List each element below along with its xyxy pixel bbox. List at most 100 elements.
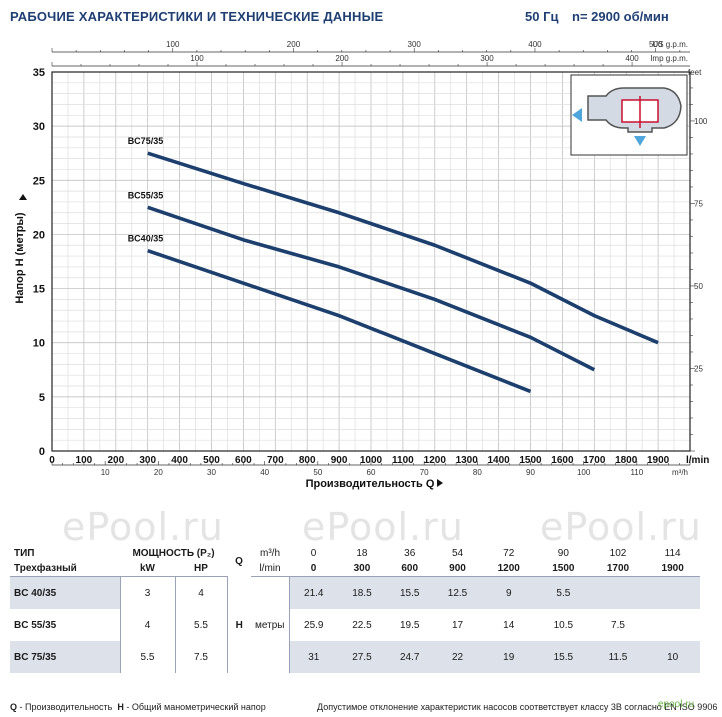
spec-table: ТИП МОЩНОСТЬ (P₂) Q m³/h 0 18 36 54 72 9… bbox=[10, 546, 700, 673]
x-tick-label: 1900 bbox=[647, 455, 670, 466]
h-cell bbox=[645, 609, 700, 641]
x-axis-title: Производительность Q bbox=[306, 478, 435, 490]
usgpm-tick-label: 400 bbox=[528, 40, 542, 49]
h-cell bbox=[645, 576, 700, 609]
h-cell: 21.4 bbox=[288, 576, 339, 609]
x-tick-label: 200 bbox=[107, 455, 124, 466]
table-row: BC 40/35 3 4 21.4 18.5 15.5 12.5 9 5.5 bbox=[10, 576, 700, 610]
h-cell: 7.5 bbox=[611, 619, 625, 631]
row-hp: 5.5 bbox=[174, 609, 227, 641]
y-tick-label: 5 bbox=[39, 392, 45, 404]
footer-legend: Q - Производительность H - Общий маномет… bbox=[10, 702, 266, 712]
row-type: BC 40/35 bbox=[10, 576, 120, 609]
m3h-tick-label: 50 bbox=[313, 468, 322, 477]
row-type: BC 55/35 bbox=[14, 619, 57, 631]
m3h-cell: 0 bbox=[310, 548, 317, 559]
h-cell: 22.5 bbox=[352, 619, 372, 631]
speed-label: n= 2900 об/мин bbox=[572, 9, 669, 24]
usgpm-unit-label: US g.p.m. bbox=[652, 40, 688, 49]
m3h-tick-label: 100 bbox=[577, 468, 591, 477]
m3h-tick-label: 70 bbox=[420, 468, 429, 477]
lmin-label: l/min bbox=[251, 561, 289, 577]
m3h-tick-label: 60 bbox=[367, 468, 376, 477]
h-cell: 22 bbox=[433, 641, 482, 673]
lmin-cell: 900 bbox=[433, 561, 482, 577]
footer-q-key: Q bbox=[10, 702, 18, 712]
row-type: BC 75/35 bbox=[10, 641, 120, 673]
row-kw: 5.5 bbox=[119, 641, 175, 673]
footer-q-text: - Производительность bbox=[17, 702, 113, 712]
head-power: МОЩНОСТЬ (P₂) bbox=[132, 548, 215, 559]
usgpm-tick-label: 100 bbox=[166, 40, 180, 49]
h-cell: 14 bbox=[503, 619, 515, 631]
feet-unit-label: feet bbox=[688, 68, 702, 77]
y-axis-arrow bbox=[19, 194, 27, 200]
impgpm-unit-label: Imp g.p.m. bbox=[650, 54, 688, 63]
x-tick-label: 900 bbox=[331, 455, 348, 466]
y-axis-title: Напор H (метры) bbox=[14, 212, 26, 303]
h-cell: 10.5 bbox=[553, 619, 574, 631]
h-label: H bbox=[226, 609, 251, 641]
m3h-tick-label: 40 bbox=[260, 468, 269, 477]
footer-tolerance: Допустимое отклонение характеристик насо… bbox=[317, 702, 718, 712]
x-tick-label: 300 bbox=[139, 455, 156, 466]
usgpm-tick-label: 300 bbox=[408, 40, 422, 49]
x-tick-label: 1500 bbox=[519, 455, 542, 466]
head-type: ТИП bbox=[14, 548, 35, 559]
row-hp: 4 bbox=[174, 576, 227, 609]
feet-tick-label: 50 bbox=[694, 282, 703, 291]
plot-frame bbox=[51, 71, 691, 452]
lmin-cell: 600 bbox=[385, 561, 434, 577]
y-tick-label: 15 bbox=[33, 284, 45, 296]
x-tick-label: 1000 bbox=[360, 455, 383, 466]
table-header-row: ТИП МОЩНОСТЬ (P₂) Q m³/h 0 18 36 54 72 9… bbox=[10, 546, 700, 567]
m3h-cell: 72 bbox=[503, 548, 515, 559]
m3h-tick-label: 20 bbox=[154, 468, 163, 477]
m3h-tick-label: 110 bbox=[630, 468, 643, 477]
table-row: BC 75/35 5.5 7.5 31 27.5 24.7 22 19 15.5… bbox=[10, 641, 700, 673]
m3h-cell: 18 bbox=[356, 548, 368, 559]
x-tick-label: 1300 bbox=[456, 455, 479, 466]
y-tick-label: 30 bbox=[33, 121, 45, 133]
footer-h-text: - Общий манометрический напор bbox=[123, 702, 266, 712]
h-cell: 15.5 bbox=[536, 641, 591, 673]
h-cell: 27.5 bbox=[338, 641, 386, 673]
h-label-cell bbox=[226, 576, 251, 609]
head-phase: Трехфазный bbox=[10, 561, 120, 577]
page-title: РАБОЧИЕ ХАРАКТЕРИСТИКИ И ТЕХНИЧЕСКИЕ ДАН… bbox=[10, 9, 384, 24]
h-cell: 9 bbox=[481, 576, 537, 609]
series-line-bc55-35 bbox=[147, 205, 596, 372]
impgpm-tick-label: 300 bbox=[480, 54, 494, 63]
feet-tick-label: 75 bbox=[694, 199, 703, 208]
h-cell: 19.5 bbox=[399, 619, 420, 631]
m3h-tick-label: 10 bbox=[101, 468, 110, 477]
m3h-label: m³/h bbox=[260, 548, 280, 559]
x-tick-label: 1200 bbox=[424, 455, 447, 466]
h-cell: 31 bbox=[288, 641, 339, 673]
x-tick-label: 700 bbox=[267, 455, 284, 466]
x-tick-label: 100 bbox=[76, 455, 93, 466]
h-unit-cell bbox=[251, 577, 289, 610]
watermark: ePool.ru bbox=[540, 505, 702, 549]
x-tick-label: 800 bbox=[299, 455, 316, 466]
series-label: BC75/35 bbox=[128, 136, 164, 146]
h-cell: 15.5 bbox=[385, 576, 434, 609]
head-kw: kW bbox=[120, 561, 175, 577]
m3h-cell: 54 bbox=[451, 548, 464, 559]
m3h-cell: 102 bbox=[609, 548, 627, 559]
feet-tick-label: 25 bbox=[694, 364, 703, 373]
y-tick-label: 20 bbox=[33, 229, 45, 241]
h-cell: 12.5 bbox=[433, 576, 482, 609]
row-kw: 3 bbox=[119, 576, 175, 609]
m3h-cell: 90 bbox=[557, 548, 569, 559]
feet-tick-label: 100 bbox=[694, 117, 708, 126]
h-cell: 24.7 bbox=[385, 641, 434, 673]
series-label: BC55/35 bbox=[128, 190, 164, 200]
q-label: Q bbox=[235, 555, 243, 567]
lmin-cell: 0 bbox=[289, 561, 339, 577]
h-cell bbox=[590, 576, 646, 609]
x-tick-label: 500 bbox=[203, 455, 220, 466]
x-tick-label: 0 bbox=[49, 455, 55, 466]
y-tick-label: 25 bbox=[33, 175, 45, 187]
m3h-tick-label: 30 bbox=[207, 468, 216, 477]
